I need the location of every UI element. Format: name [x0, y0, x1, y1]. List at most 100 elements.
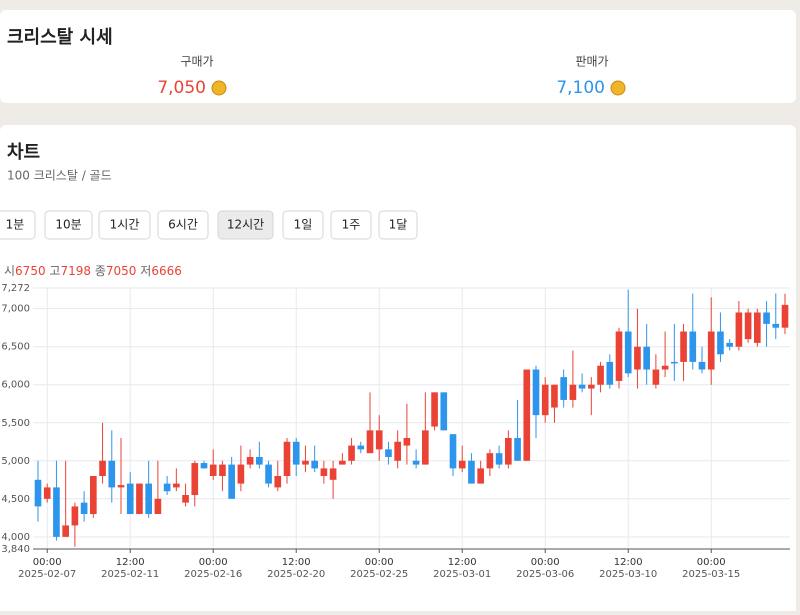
button-bg[interactable]: [378, 210, 418, 240]
button-bg[interactable]: [330, 210, 372, 240]
interval-button[interactable]: 1일: [282, 210, 324, 240]
candle-body: [43, 487, 51, 499]
candle-body: [200, 463, 208, 469]
x-tick-date: 2025-03-06: [516, 569, 574, 580]
candle-body: [744, 312, 752, 340]
interval-button[interactable]: 1시간: [98, 210, 151, 240]
candle-body: [551, 384, 558, 408]
candle-body: [532, 369, 540, 416]
candle-body: [781, 304, 789, 328]
button-label[interactable]: 12시간: [227, 218, 264, 232]
candle-body: [302, 460, 309, 465]
button-bg[interactable]: [282, 210, 324, 240]
candle-body: [256, 456, 263, 465]
button-label[interactable]: 1분: [6, 218, 25, 232]
x-tick-date: 2025-02-11: [101, 569, 159, 580]
candle-body: [219, 464, 226, 476]
candle-body: [772, 323, 780, 328]
candle-body: [62, 525, 69, 537]
y-tick-label: 6,500: [1, 342, 30, 353]
high-label: 고: [49, 264, 60, 278]
button-label[interactable]: 10분: [55, 218, 81, 232]
candle-body: [588, 384, 595, 389]
candle-body: [90, 475, 97, 515]
candle-body: [320, 468, 328, 476]
price-card: [0, 10, 796, 103]
interval-button[interactable]: 6시간: [157, 210, 209, 240]
candle-body: [578, 384, 586, 389]
candle-body: [348, 445, 355, 461]
close-value: 7050: [106, 264, 137, 278]
button-bg[interactable]: [0, 210, 36, 240]
button-label[interactable]: 1달: [389, 218, 408, 232]
candle-body: [541, 384, 549, 416]
candle-body: [163, 483, 171, 492]
y-tick-label: 3,840: [1, 544, 30, 555]
candle-body: [606, 361, 614, 385]
candle-body: [431, 392, 438, 427]
candle-body: [698, 361, 706, 370]
coin-icon: [211, 80, 227, 96]
button-bg[interactable]: [217, 210, 274, 240]
candle-body: [735, 312, 743, 347]
x-tick-time: 12:00: [614, 557, 643, 568]
candle-body: [505, 437, 512, 465]
candle-body: [274, 475, 282, 488]
candle-body: [329, 468, 337, 480]
low-label: 저: [140, 264, 151, 278]
low-value: 6666: [151, 264, 182, 278]
candle-body: [643, 346, 650, 370]
candle-body: [292, 441, 300, 465]
candle-body: [357, 445, 365, 450]
ohlc-summary: 시6750 고7198 종7050 저6666: [4, 264, 182, 278]
candle-body: [763, 312, 770, 324]
button-label[interactable]: 1시간: [110, 218, 140, 232]
x-tick-date: 2025-03-01: [433, 569, 491, 580]
high-value: 7198: [60, 264, 91, 278]
candle-body: [486, 453, 494, 469]
x-tick-date: 2025-02-16: [184, 569, 242, 580]
candle-body: [495, 453, 503, 465]
candle-body: [726, 342, 733, 347]
button-label[interactable]: 6시간: [168, 218, 198, 232]
chart-subtitle: 100 크리스탈 / 골드: [7, 169, 112, 183]
candle-body: [560, 377, 567, 400]
y-tick-label: 4,000: [1, 532, 30, 543]
interval-button[interactable]: 1달: [378, 210, 418, 240]
button-label[interactable]: 1일: [294, 218, 313, 232]
candle-body: [661, 365, 669, 370]
candle-body: [237, 464, 245, 484]
candle-body: [246, 456, 254, 465]
candle-body: [403, 437, 411, 446]
candle-body: [145, 483, 152, 515]
candle-body: [468, 460, 475, 484]
y-tick-label: 7,000: [1, 304, 30, 315]
x-tick-date: 2025-02-25: [350, 569, 408, 580]
candle-body: [514, 437, 521, 461]
candle-body: [182, 495, 189, 503]
candle-body: [80, 502, 88, 515]
button-bg[interactable]: [44, 210, 93, 240]
candle-body: [375, 430, 383, 450]
interval-button[interactable]: 1주: [330, 210, 372, 240]
button-label[interactable]: 1주: [342, 218, 361, 232]
open-value: 6750: [15, 264, 46, 278]
button-bg[interactable]: [157, 210, 209, 240]
candle-body: [394, 441, 401, 461]
button-bg[interactable]: [98, 210, 151, 240]
interval-button[interactable]: 10분: [44, 210, 93, 240]
candle-body: [569, 384, 577, 400]
chart-title: 차트: [7, 142, 40, 163]
x-tick-time: 00:00: [697, 557, 726, 568]
y-tick-label: 7,272: [1, 283, 30, 294]
interval-button[interactable]: 12시간: [217, 210, 274, 240]
candle-body: [154, 498, 162, 515]
x-tick-time: 00:00: [199, 557, 228, 568]
candle-body: [615, 331, 623, 381]
candle-body: [283, 441, 291, 476]
candle-body: [671, 361, 678, 364]
candle-body: [624, 331, 632, 374]
interval-button[interactable]: 1분: [0, 210, 36, 240]
candle-body: [634, 346, 641, 370]
